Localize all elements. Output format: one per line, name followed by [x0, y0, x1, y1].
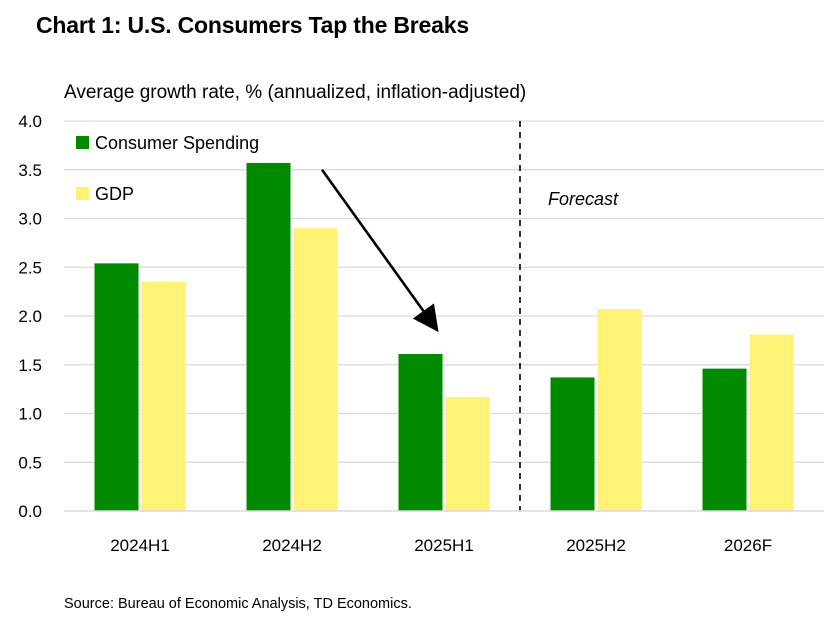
y-tick-label: 2.0 — [18, 307, 42, 326]
y-tick-label: 1.5 — [18, 356, 42, 375]
bar-consumer-spending-2024h2 — [246, 162, 291, 512]
chart-title: Chart 1: U.S. Consumers Tap the Breaks — [36, 12, 469, 38]
y-tick-label: 0.5 — [18, 453, 42, 472]
y-tick-label: 4.0 — [18, 112, 42, 131]
y-tick-labels: 0.0 0.5 1.0 1.5 2.0 2.5 3.0 3.5 4.0 — [18, 112, 42, 521]
category-label: 2025H1 — [414, 536, 474, 555]
category-label: 2024H2 — [262, 536, 322, 555]
legend-swatch-gdp — [76, 187, 89, 200]
source-note: Source: Bureau of Economic Analysis, TD … — [64, 596, 412, 612]
y-tick-label: 2.5 — [18, 258, 42, 277]
bars — [94, 162, 794, 512]
y-tick-label: 1.0 — [18, 405, 42, 424]
bar-gdp-2025h2 — [597, 309, 642, 511]
decline-arrow — [320, 168, 439, 333]
legend-label-gdp: GDP — [95, 184, 134, 204]
category-label: 2025H2 — [566, 536, 626, 555]
gridlines — [64, 120, 824, 463]
y-axis-label: Average growth rate, % (annualized, infl… — [64, 82, 527, 103]
y-tick-label: 3.0 — [18, 210, 42, 229]
bar-gdp-2026f — [749, 334, 794, 511]
bar-consumer-spending-2025h2 — [550, 377, 595, 511]
bar-consumer-spending-2024h1 — [94, 263, 139, 511]
y-tick-label: 3.5 — [18, 161, 42, 180]
bar-consumer-spending-2025h1 — [398, 354, 443, 511]
bar-gdp-2024h1 — [141, 281, 186, 511]
forecast-label: Forecast — [548, 189, 619, 209]
bar-consumer-spending-2026f — [702, 368, 747, 511]
category-label: 2024H1 — [110, 536, 170, 555]
y-tick-label: 0.0 — [18, 502, 42, 521]
bar-gdp-2025h1 — [445, 396, 490, 511]
bar-gdp-2024h2 — [293, 228, 338, 511]
legend-label-consumer-spending: Consumer Spending — [95, 133, 259, 153]
category-labels: 2024H1 2024H2 2025H1 2025H2 2026F — [110, 536, 772, 555]
legend-swatch-consumer-spending — [76, 136, 89, 149]
category-label: 2026F — [724, 536, 772, 555]
legend: Consumer Spending GDP — [76, 133, 259, 204]
